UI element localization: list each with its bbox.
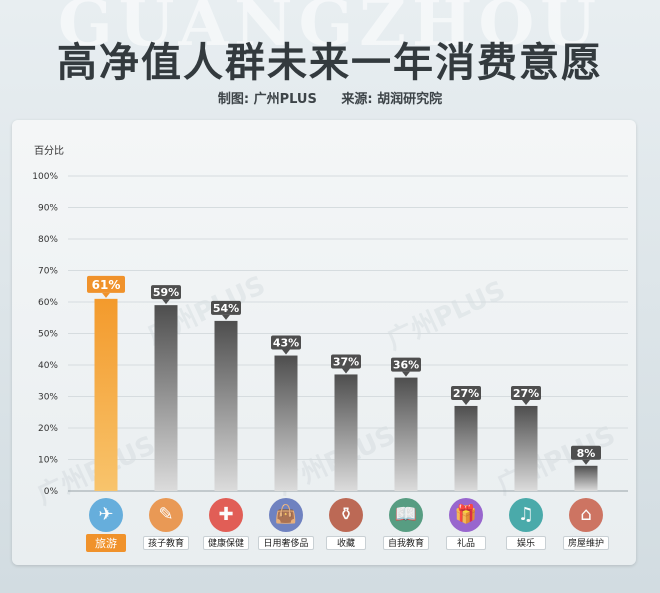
data-label-pointer bbox=[402, 371, 410, 377]
data-label-box bbox=[571, 445, 601, 460]
data-label-box bbox=[451, 385, 481, 400]
collection-icon: ⚱ bbox=[326, 496, 366, 536]
data-label: 8% bbox=[577, 447, 596, 460]
x-category-label: 娱乐 bbox=[506, 536, 546, 550]
data-label: 37% bbox=[333, 355, 359, 368]
travel-icon: ✈ bbox=[86, 496, 126, 536]
bar bbox=[574, 465, 598, 491]
data-label: 27% bbox=[513, 387, 539, 400]
y-tick-label: 70% bbox=[38, 267, 58, 277]
health-icon: ✚ bbox=[206, 496, 246, 536]
y-tick-label: 60% bbox=[38, 298, 58, 308]
bar bbox=[394, 377, 418, 491]
data-label-box bbox=[511, 385, 541, 400]
data-label-box bbox=[271, 335, 301, 350]
y-tick-label: 100% bbox=[32, 172, 58, 182]
data-label: 36% bbox=[393, 359, 419, 372]
data-label-box bbox=[211, 300, 241, 315]
bar bbox=[334, 374, 358, 491]
bar bbox=[214, 320, 238, 491]
luxury-goods-icon: 👜 bbox=[266, 496, 306, 536]
x-category-label: 旅游 bbox=[86, 534, 126, 552]
credits: 制图: 广州PLUS 来源: 胡润研究院 bbox=[0, 88, 660, 107]
y-tick-label: 30% bbox=[38, 393, 58, 403]
data-label: 61% bbox=[92, 278, 121, 292]
bar bbox=[514, 405, 538, 491]
data-label-box bbox=[151, 285, 181, 300]
x-category-label: 孩子教育 bbox=[143, 536, 189, 550]
y-tick-label: 40% bbox=[38, 361, 58, 371]
x-category-label: 自我教育 bbox=[383, 536, 429, 550]
y-axis-label: 百分比 bbox=[34, 145, 64, 157]
y-tick-label: 0% bbox=[44, 487, 59, 497]
x-category-label: 礼品 bbox=[446, 536, 486, 550]
data-label: 43% bbox=[273, 337, 299, 350]
data-label-pointer bbox=[162, 299, 170, 305]
data-label-pointer bbox=[222, 314, 230, 320]
y-tick-label: 50% bbox=[38, 330, 58, 340]
data-label: 27% bbox=[453, 387, 479, 400]
data-label-box bbox=[391, 357, 421, 372]
bar bbox=[154, 305, 178, 491]
credit-source: 来源: 胡润研究院 bbox=[341, 92, 443, 107]
data-label-pointer bbox=[342, 368, 350, 374]
bar bbox=[94, 298, 118, 491]
y-tick-label: 80% bbox=[38, 235, 58, 245]
y-tick-label: 90% bbox=[38, 204, 58, 214]
x-category-label: 房屋维护 bbox=[563, 536, 609, 550]
data-label-box bbox=[87, 275, 125, 293]
x-category-label: 收藏 bbox=[326, 536, 366, 550]
x-category-label: 日用奢侈品 bbox=[258, 536, 314, 550]
bar bbox=[274, 355, 298, 491]
entertainment-icon: ♫ bbox=[506, 496, 546, 536]
data-label-pointer bbox=[522, 399, 530, 405]
data-label-pointer bbox=[582, 459, 590, 465]
y-tick-label: 10% bbox=[38, 456, 58, 466]
data-label-box bbox=[331, 354, 361, 369]
data-label-pointer bbox=[282, 349, 290, 355]
house-maintenance-icon: ⌂ bbox=[566, 496, 606, 536]
bar bbox=[454, 405, 478, 491]
data-label-pointer bbox=[462, 399, 470, 405]
data-label: 59% bbox=[153, 286, 179, 299]
background-watermark: GUANGZHOU bbox=[57, 0, 603, 61]
self-education-icon: 📖 bbox=[386, 496, 426, 536]
page-title: 高净值人群未来一年消费意愿 bbox=[57, 39, 603, 86]
data-label-pointer bbox=[102, 292, 110, 298]
y-tick-label: 20% bbox=[38, 424, 58, 434]
credit-maker: 制图: 广州PLUS bbox=[217, 92, 317, 107]
x-category-label: 健康保健 bbox=[203, 536, 249, 550]
data-label: 54% bbox=[213, 302, 239, 315]
child-education-icon: ✎ bbox=[146, 496, 186, 536]
gift-icon: 🎁 bbox=[446, 496, 486, 536]
